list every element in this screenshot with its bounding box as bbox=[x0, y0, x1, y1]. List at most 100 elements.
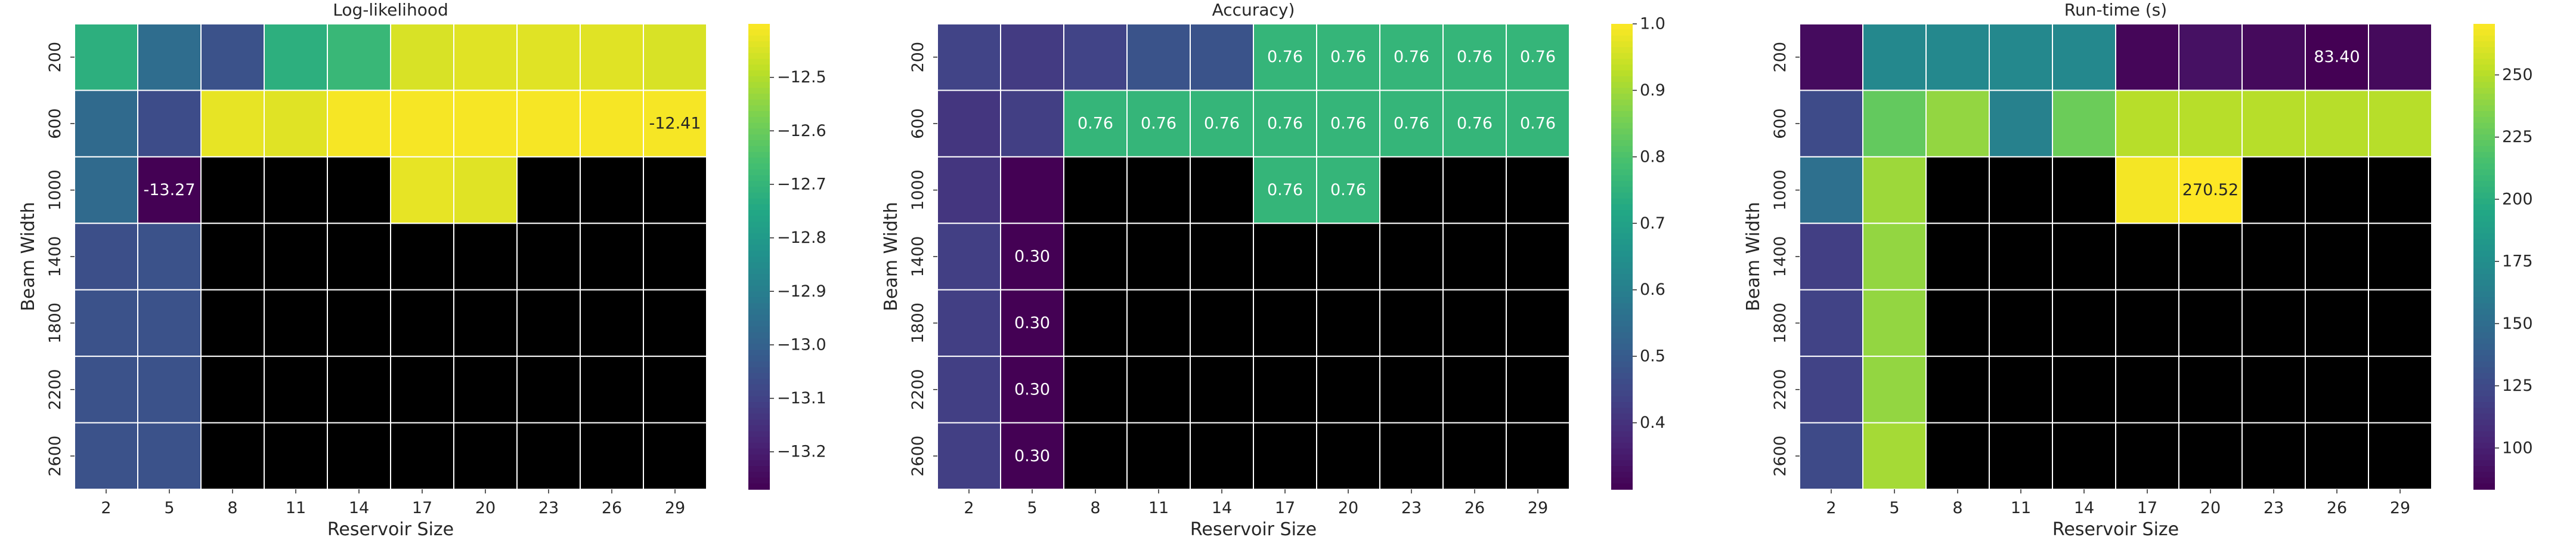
colorbar-segment bbox=[1611, 268, 1633, 275]
x-tick-label: 11 bbox=[1148, 499, 1169, 517]
colorbar-tick-label: 125 bbox=[2502, 376, 2533, 395]
colorbar-segment bbox=[748, 53, 770, 60]
colorbar-segment bbox=[1611, 111, 1633, 118]
colorbar-segment bbox=[748, 239, 770, 246]
heatmap-cell bbox=[580, 23, 644, 91]
colorbar-segment bbox=[2473, 413, 2495, 420]
heatmap-cell bbox=[1253, 289, 1317, 357]
colorbar-segment bbox=[1611, 122, 1633, 129]
colorbar-segment bbox=[1611, 396, 1633, 403]
heatmap-cell bbox=[1190, 356, 1254, 424]
colorbar-segment bbox=[1611, 245, 1633, 252]
colorbar-segment bbox=[2473, 53, 2495, 60]
colorbar-segment bbox=[2473, 454, 2495, 461]
colorbar-tick-label: −12.5 bbox=[777, 68, 826, 87]
heatmap-cell bbox=[1379, 289, 1444, 357]
colorbar-segment bbox=[2473, 111, 2495, 118]
heatmap-cell bbox=[1506, 356, 1570, 424]
cell-annotation: 0.76 bbox=[1457, 115, 1493, 133]
heatmap-cell bbox=[200, 289, 265, 357]
colorbar-segment bbox=[1611, 163, 1633, 170]
heatmap-cell bbox=[1063, 90, 1128, 158]
colorbar-segment bbox=[1611, 355, 1633, 362]
heatmap-cell bbox=[1316, 356, 1380, 424]
cell-annotation: 0.76 bbox=[1394, 115, 1429, 133]
heatmap-cell bbox=[2115, 223, 2179, 291]
x-tick-label: 23 bbox=[538, 499, 559, 517]
colorbar-segment bbox=[1611, 94, 1633, 100]
heatmap-cell bbox=[2241, 156, 2306, 224]
x-tick-label: 20 bbox=[1338, 499, 1358, 517]
heatmap-cell bbox=[2178, 90, 2243, 158]
x-tick-label: 8 bbox=[1952, 499, 1962, 517]
colorbar-segment bbox=[1611, 477, 1633, 484]
heatmap-cell bbox=[327, 156, 391, 224]
cell-annotation: 0.30 bbox=[1014, 314, 1050, 332]
y-tick-label: 2600 bbox=[1771, 436, 1789, 477]
heatmap-cell bbox=[580, 156, 644, 224]
colorbar-tick-label: 0.5 bbox=[1640, 347, 1665, 366]
heatmap-panel: 83.40 270.52 Run-time (s) 2 5 8 11 14 17 20 23 26 29… bbox=[1743, 0, 2533, 537]
y-tick-label: 1800 bbox=[46, 303, 64, 344]
colorbar-segment bbox=[2473, 70, 2495, 77]
heatmap-cell bbox=[390, 422, 454, 490]
colorbar-segment bbox=[2473, 29, 2495, 36]
colorbar-segment bbox=[748, 291, 770, 298]
colorbar-segment bbox=[748, 448, 770, 455]
y-tick-label: 600 bbox=[909, 108, 927, 139]
heatmap-cell bbox=[2052, 289, 2116, 357]
colorbar-segment bbox=[748, 146, 770, 153]
colorbar-segment bbox=[1611, 204, 1633, 211]
heatmap-cell bbox=[2368, 356, 2432, 424]
x-tick-label: 14 bbox=[349, 499, 369, 517]
colorbar-segment bbox=[1611, 221, 1633, 229]
heatmap-cell bbox=[2305, 156, 2369, 224]
colorbar-segment bbox=[2473, 215, 2495, 223]
cell-annotation: 0.76 bbox=[1267, 181, 1303, 199]
colorbar-segment bbox=[1611, 437, 1633, 443]
cell-annotation: 0.76 bbox=[1330, 115, 1366, 133]
heatmap-cell bbox=[2241, 356, 2306, 424]
colorbar-segment bbox=[1611, 227, 1633, 234]
heatmap-cell bbox=[580, 422, 644, 490]
heatmap-cell bbox=[580, 289, 644, 357]
colorbar-segment bbox=[2473, 181, 2495, 187]
y-axis-label: Beam Width bbox=[18, 202, 39, 311]
heatmap-cell bbox=[1063, 23, 1128, 91]
colorbar-segment bbox=[748, 105, 770, 112]
colorbar-segment bbox=[748, 408, 770, 415]
colorbar-tick-label: 0.8 bbox=[1640, 147, 1665, 166]
heatmap-cell bbox=[1126, 23, 1191, 91]
heatmap-cell bbox=[1989, 223, 2053, 291]
colorbar-tick-label: 0.9 bbox=[1640, 81, 1665, 100]
heatmap-cell bbox=[2241, 90, 2306, 158]
colorbar-segment bbox=[1611, 443, 1633, 449]
colorbar-segment bbox=[2473, 82, 2495, 89]
heatmap-cell bbox=[1925, 356, 1990, 424]
colorbar-segment bbox=[2473, 146, 2495, 153]
colorbar-tick-label: −12.7 bbox=[777, 175, 826, 193]
x-tick-label: 2 bbox=[101, 499, 111, 517]
heatmap-cell bbox=[264, 422, 328, 490]
colorbar-segment bbox=[1611, 181, 1633, 187]
heatmap-cell bbox=[327, 422, 391, 490]
heatmap-cell bbox=[137, 422, 202, 490]
colorbar-segment bbox=[748, 425, 770, 432]
x-tick-label: 5 bbox=[1027, 499, 1037, 517]
heatmap-cell bbox=[643, 156, 707, 224]
heatmap-cell bbox=[1506, 289, 1570, 357]
colorbar-segment bbox=[1611, 471, 1633, 479]
colorbar-segment bbox=[748, 338, 770, 345]
x-tick-label: 23 bbox=[1401, 499, 1422, 517]
colorbar-segment bbox=[748, 320, 770, 327]
colorbar-segment bbox=[2473, 268, 2495, 275]
heatmap-cell bbox=[2368, 223, 2432, 291]
colorbar-segment bbox=[1611, 88, 1633, 94]
heatmap-cell bbox=[2115, 356, 2179, 424]
heatmap-cell bbox=[390, 23, 454, 91]
heatmap-cell bbox=[2368, 422, 2432, 490]
colorbar-segment bbox=[1611, 146, 1633, 153]
heatmap-cell bbox=[1379, 223, 1444, 291]
colorbar-segment bbox=[2473, 175, 2495, 182]
x-tick-label: 2 bbox=[1826, 499, 1836, 517]
